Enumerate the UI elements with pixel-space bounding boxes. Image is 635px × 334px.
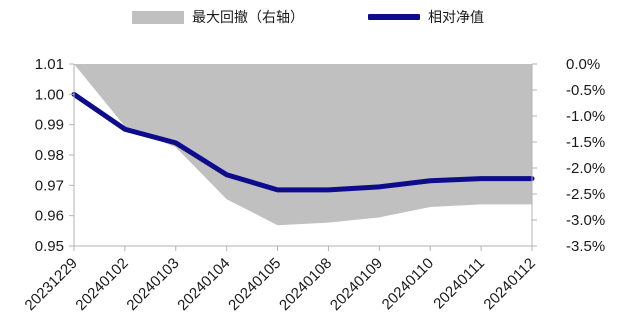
left-axis-tick-label: 1.01	[35, 56, 64, 73]
x-axis-tick-label: 20240109	[327, 255, 386, 314]
left-axis-tick-label: 0.99	[35, 117, 64, 134]
right-axis-tick-label: -3.5%	[566, 238, 605, 255]
x-axis-tick-label: 20231229	[22, 255, 81, 314]
left-axis-tick-label: 0.95	[35, 238, 64, 255]
x-axis-tick-label: 20240103	[123, 255, 182, 314]
left-axis-tick-label: 0.98	[35, 147, 64, 164]
x-axis-tick-label: 20240102	[72, 255, 131, 314]
left-axis-tick-label: 1.00	[35, 86, 64, 103]
drawdown-area	[74, 64, 532, 225]
x-axis-tick-label: 20240105	[225, 255, 284, 314]
drawdown-area-layer	[74, 64, 532, 225]
right-axis-tick-label: -3.0%	[566, 212, 605, 229]
x-axis-tick-label: 20240104	[174, 255, 233, 314]
right-axis-tick-label: -0.5%	[566, 82, 605, 99]
right-axis-tick-label: -1.0%	[566, 108, 605, 125]
x-axis-tick-label: 20240112	[480, 255, 538, 313]
x-axis-tick-label: 20240111	[430, 255, 488, 313]
left-axis-tick-label: 0.97	[35, 177, 64, 194]
right-axis-tick-label: -2.5%	[566, 186, 605, 203]
right-axis-tick-label: -2.0%	[566, 160, 605, 177]
right-axis-tick-label: 0.0%	[566, 56, 600, 73]
x-axis-tick-label: 20240110	[379, 255, 437, 313]
right-axis-tick-label: -1.5%	[566, 134, 605, 151]
left-axis-tick-label: 0.96	[35, 208, 64, 225]
x-axis-tick-label: 20240108	[276, 255, 335, 314]
